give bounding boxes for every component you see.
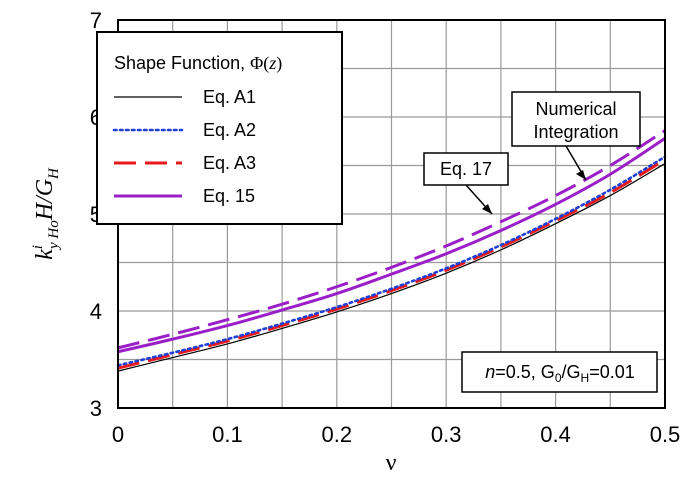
y-tick-label: 7 [90, 8, 102, 33]
x-tick-label: 0 [112, 422, 124, 447]
annotation-params-eq2: =0.01 [589, 362, 635, 382]
annotation-params-slash: /G [562, 362, 581, 382]
annotation-numerical-box [511, 91, 641, 147]
y-label-sub2: H [46, 167, 62, 180]
legend-label-eq-a1: Eq. A1 [203, 87, 256, 107]
series-line-eq-a3 [117, 158, 666, 370]
legend-label-eq-15: Eq. 15 [203, 186, 255, 206]
legend-title-text: Shape Function, [114, 53, 250, 73]
series-line-eq-a2 [116, 155, 667, 367]
annotation-params-n: n [485, 362, 495, 382]
annotation-numerical: Numerical Integration [511, 91, 641, 181]
annotation-params-sub0: 0 [555, 371, 562, 385]
annotation-params: n=0.5, G0/GH=0.01 [461, 351, 658, 393]
series-line-eq-17 [117, 129, 666, 350]
legend-title: Shape Function, Φ(z) [114, 53, 282, 74]
annotation-params-text: n=0.5, G0/GH=0.01 [485, 362, 634, 385]
annotation-eq17: Eq. 17 [423, 152, 509, 215]
x-tick-label: 0.3 [431, 422, 462, 447]
y-axis-label: kiy HoH/GH [30, 167, 62, 260]
x-tick-label: 0.2 [322, 422, 353, 447]
series-line-eq-a1 [117, 163, 666, 372]
legend-box [96, 31, 343, 225]
legend-title-close: ) [276, 53, 282, 74]
legend-title-phi: Φ( [250, 53, 269, 74]
legend-label-eq-a3: Eq. A3 [203, 153, 256, 173]
annotation-params-box [461, 351, 658, 393]
annotation-params-subH: H [581, 371, 590, 385]
y-label-k: k [32, 249, 58, 260]
annotation-numerical-line2: Integration [533, 122, 618, 142]
annotation-numerical-arrowhead [576, 170, 586, 180]
y-label-rest: H/G [32, 179, 58, 221]
x-tick-labels: 0 0.1 0.2 0.3 0.4 0.5 [112, 422, 680, 447]
x-tick-label: 0.1 [212, 422, 243, 447]
x-tick-label: 0.4 [540, 422, 571, 447]
y-label-sup: i [30, 245, 46, 249]
annotation-numerical-line1: Numerical [535, 99, 616, 119]
legend: Shape Function, Φ(z) Eq. A1 Eq. A2 Eq. A… [96, 31, 343, 225]
annotation-eq17-arrowhead [482, 204, 492, 214]
y-tick-label: 3 [90, 396, 102, 421]
y-label-sub: y Ho [46, 220, 62, 251]
annotation-eq17-text: Eq. 17 [440, 159, 492, 179]
y-tick-label: 4 [90, 299, 102, 324]
legend-label-eq-a2: Eq. A2 [203, 120, 256, 140]
x-tick-label: 0.5 [650, 422, 681, 447]
series-layer [116, 129, 667, 372]
legend-title-z: z [268, 53, 276, 73]
x-axis-label: ν [386, 450, 397, 476]
series-line-eq-15 [117, 137, 666, 354]
annotation-params-eq1: =0.5, G [495, 362, 555, 382]
